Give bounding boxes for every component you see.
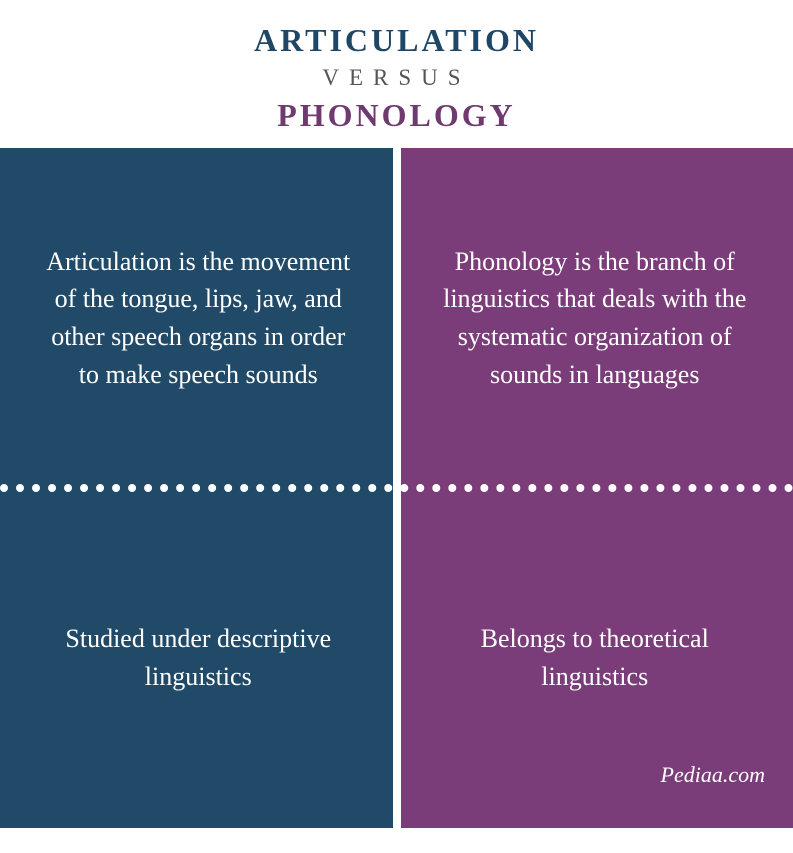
header: ARTICULATION VERSUS PHONOLOGY <box>0 0 793 148</box>
title-phonology: PHONOLOGY <box>0 97 793 134</box>
dashed-divider <box>0 484 793 492</box>
vertical-gap <box>393 148 401 488</box>
row-definitions: Articulation is the movement of the tong… <box>0 148 793 488</box>
vertical-gap <box>393 488 401 828</box>
comparison-grid: Articulation is the movement of the tong… <box>0 148 793 828</box>
title-articulation: ARTICULATION <box>0 22 793 59</box>
cell-left-definition: Articulation is the movement of the tong… <box>0 148 397 488</box>
cell-left-classification: Studied under descriptive linguistics <box>0 488 397 828</box>
label-versus: VERSUS <box>0 65 793 91</box>
cell-right-definition: Phonology is the branch of linguistics t… <box>397 148 793 488</box>
watermark: Pediaa.com <box>661 762 765 788</box>
